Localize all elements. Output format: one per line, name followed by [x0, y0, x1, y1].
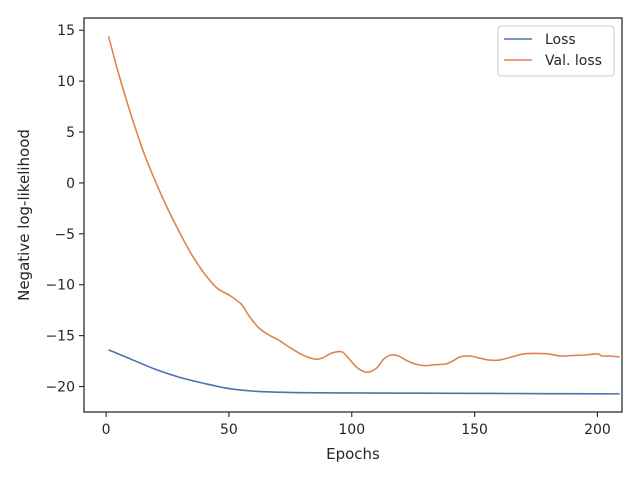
y-tick-label: 0 — [66, 176, 75, 192]
series-line-val-loss — [107, 36, 620, 374]
y-tick-label: −10 — [45, 278, 75, 294]
y-tick-label: −15 — [45, 329, 75, 345]
series-layer — [107, 36, 620, 395]
legend: Loss Val. loss — [497, 25, 615, 77]
y-axis-label: Negative log-likelihood — [15, 129, 33, 301]
x-tick-label: 100 — [338, 422, 365, 438]
y-tick-label: 10 — [57, 74, 75, 90]
x-tick-label: 50 — [220, 422, 238, 438]
x-tick-label: 150 — [461, 422, 488, 438]
x-tick-label: 200 — [584, 422, 611, 438]
legend-label: Loss — [545, 32, 576, 48]
y-tick-label: 5 — [66, 125, 75, 141]
y-tick-label: −20 — [45, 380, 75, 396]
series-line-loss — [108, 349, 620, 395]
axes-frame — [83, 17, 623, 413]
x-axis-label: Epochs — [326, 445, 380, 463]
y-tick-label: 15 — [57, 23, 75, 39]
y-tick-label: −5 — [54, 227, 75, 243]
legend-label: Val. loss — [545, 53, 602, 69]
x-tick-label: 0 — [102, 422, 111, 438]
